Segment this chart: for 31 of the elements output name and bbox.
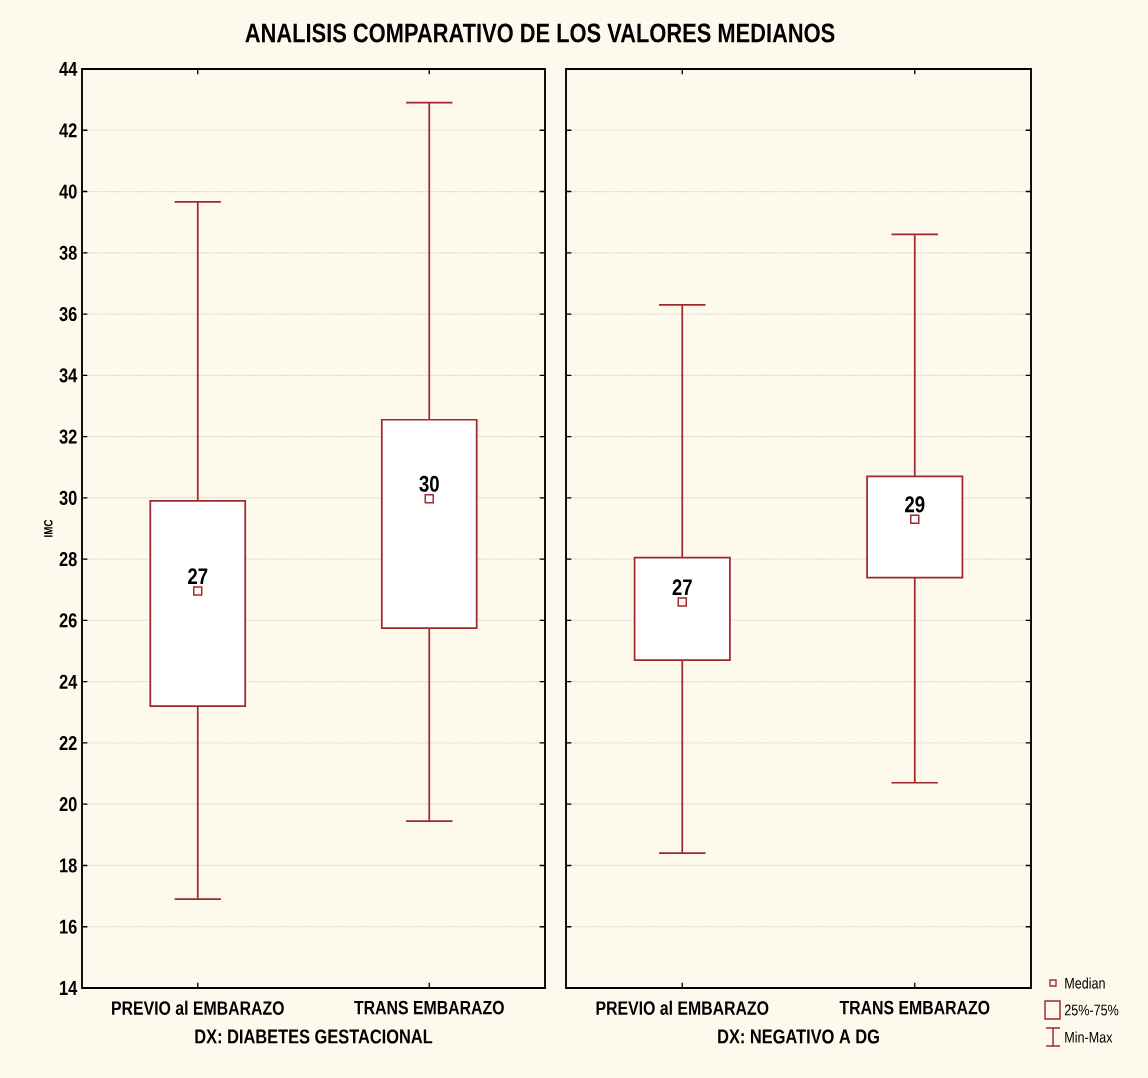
y-tick-label: 44 (59, 62, 78, 76)
y-tick-label: 14 (60, 981, 78, 995)
x-axis-title: DX: DIABETES GESTACIONAL (195, 1029, 433, 1044)
x-tick-label: TRANS EMBARAZO (839, 1000, 990, 1015)
x-axis-title: DX: NEGATIVO A DG (718, 1029, 879, 1044)
y-tick-label: 16 (60, 919, 77, 934)
y-tick-label: 22 (59, 735, 77, 750)
y-tick-label: 18 (60, 858, 77, 873)
text: Median (1065, 977, 1105, 989)
y-tick-label: 26 (59, 613, 77, 628)
annotation: 27 (188, 568, 208, 585)
y-tick-label: 36 (59, 306, 77, 322)
annotation: 29 (905, 496, 925, 513)
chart-title: ANALISIS COMPARATIVO DE LOS VALORES MEDIANOS (245, 23, 835, 43)
y-tick-label: 30 (59, 490, 77, 505)
y-axis-title: IMC (44, 519, 53, 537)
x-tick-label: PREVIO al EMBARAZO (596, 1000, 769, 1015)
annotation: 27 (672, 579, 692, 596)
y-tick-label: 24 (59, 674, 78, 689)
y-tick-label: 20 (59, 797, 77, 812)
y-tick-label: 40 (59, 184, 77, 199)
y-tick-label: 28 (59, 552, 77, 567)
annotation: 30 (419, 475, 439, 492)
text: 25%-75% (1064, 1004, 1119, 1016)
y-tick-label: 34 (59, 368, 78, 383)
y-tick-label: 38 (59, 245, 77, 260)
y-tick-label: 42 (59, 123, 77, 138)
x-tick-label: TRANS EMBARAZO (354, 1000, 504, 1015)
y-tick-label: 32 (59, 429, 77, 444)
x-tick-label: PREVIO al EMBARAZO (112, 1000, 284, 1015)
text: Min-Max (1065, 1031, 1113, 1043)
